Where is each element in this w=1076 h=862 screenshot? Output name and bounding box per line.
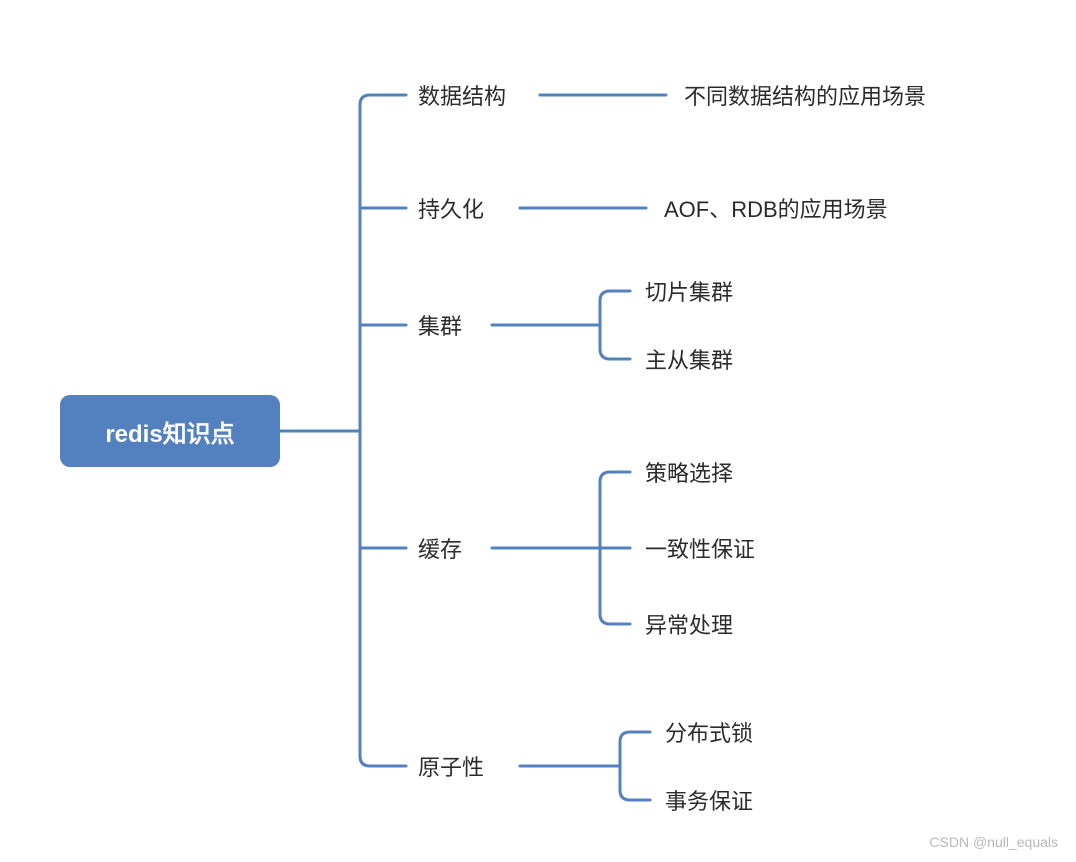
root-node: redis知识点	[60, 395, 280, 467]
leaf-consistency: 一致性保证	[645, 532, 755, 564]
leaf-tx: 事务保证	[665, 784, 753, 816]
branch-data-structures: 数据结构	[418, 79, 506, 111]
branch-persistence: 持久化	[418, 192, 484, 224]
watermark: CSDN @null_equals	[929, 834, 1058, 850]
leaf-master-slave: 主从集群	[645, 343, 733, 375]
leaf-aof-rdb: AOF、RDB的应用场景	[664, 192, 888, 224]
branch-atomicity: 原子性	[418, 750, 484, 782]
branch-cache: 缓存	[418, 532, 462, 564]
root-label: redis知识点	[105, 414, 234, 449]
leaf-strategy: 策略选择	[645, 456, 733, 488]
leaf-exception: 异常处理	[645, 608, 733, 640]
leaf-ds-use-cases: 不同数据结构的应用场景	[684, 79, 926, 111]
leaf-dist-lock: 分布式锁	[665, 716, 753, 748]
leaf-shard-cluster: 切片集群	[645, 275, 733, 307]
branch-cluster: 集群	[418, 309, 462, 341]
